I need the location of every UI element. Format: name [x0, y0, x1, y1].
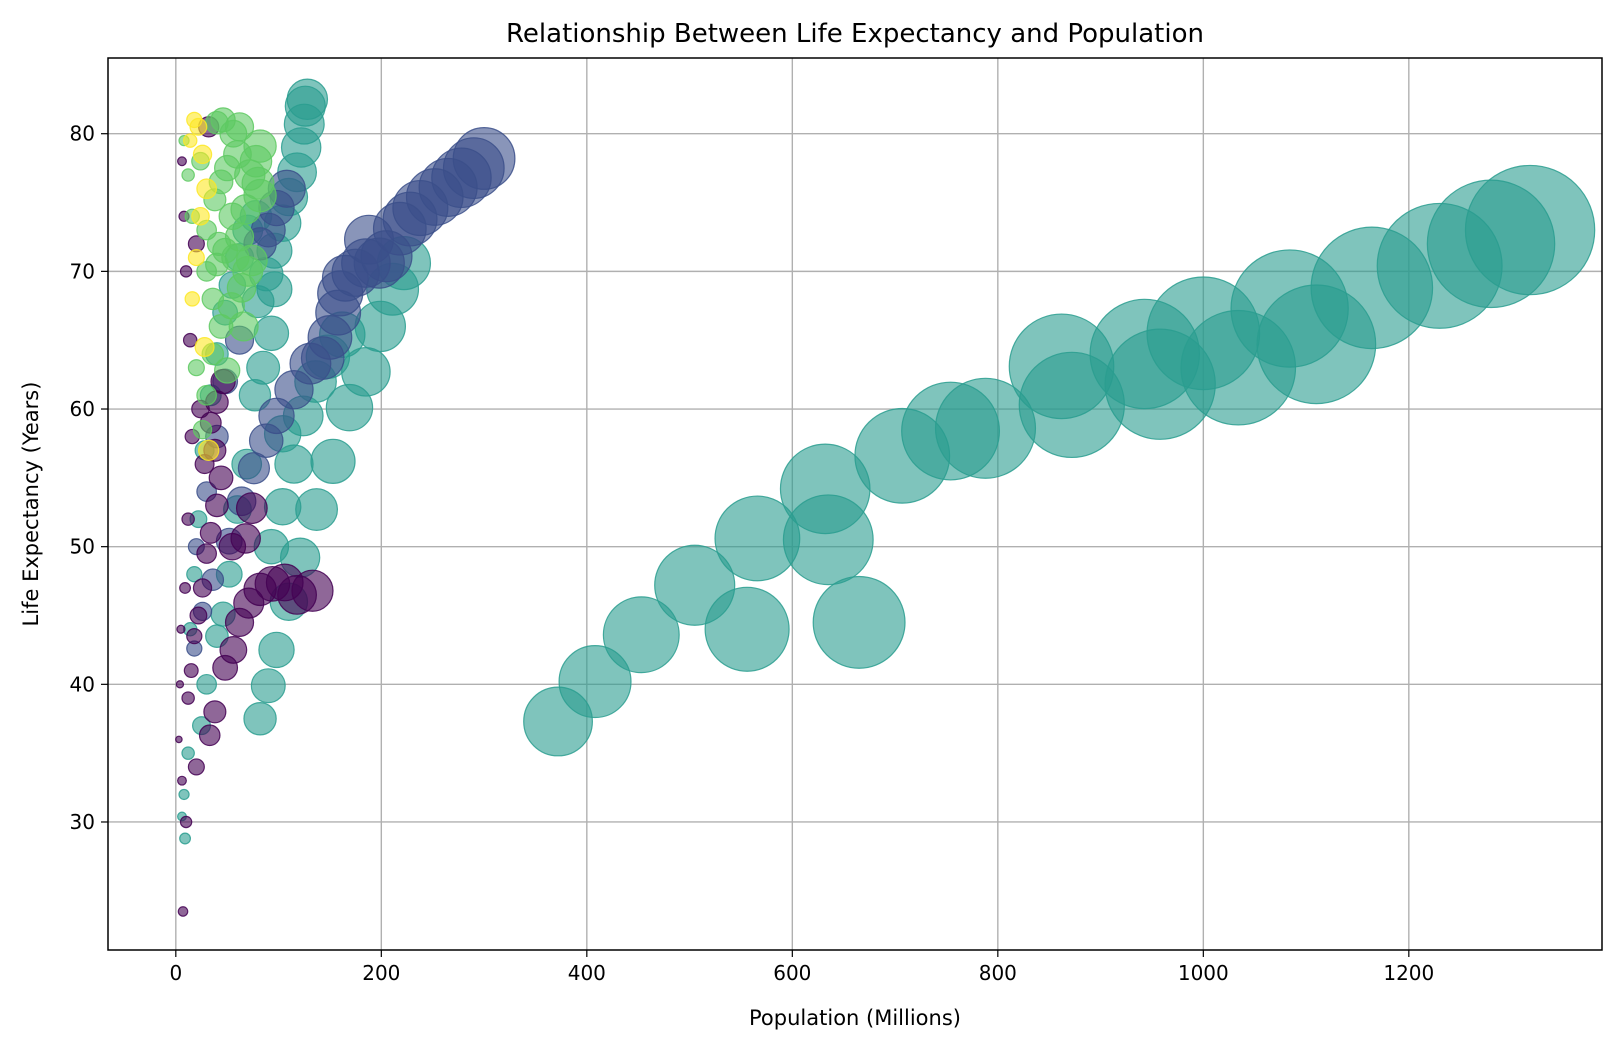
scatter-point	[208, 465, 234, 491]
scatter-point	[274, 444, 314, 484]
x-tick-label: 400	[568, 961, 606, 985]
scatter-point	[256, 271, 293, 308]
scatter-point	[258, 631, 295, 669]
scatter-point	[186, 627, 203, 645]
scatter-point	[198, 724, 221, 747]
scatter-point	[812, 575, 906, 669]
data-points	[175, 78, 1596, 917]
y-tick-label: 60	[70, 397, 95, 421]
scatter-point	[206, 231, 232, 256]
x-tick-label: 0	[169, 961, 182, 985]
scatter-point	[310, 438, 356, 484]
axis-ticks: 0 200 400 600 800 1000 1200 30 40 50 60 70 80	[70, 122, 1435, 985]
x-tick-label: 1200	[1383, 961, 1434, 985]
scatter-point	[228, 311, 259, 342]
scatter-point	[177, 906, 189, 917]
scatter-point	[218, 532, 247, 561]
scatter-point	[176, 624, 186, 634]
scatter-series	[182, 111, 220, 461]
scatter-point	[182, 133, 198, 148]
scatter-point	[184, 291, 200, 307]
scatter-point	[253, 315, 290, 352]
scatter-point	[782, 494, 874, 586]
scatter-point	[196, 261, 217, 282]
scatter-point	[177, 156, 187, 167]
scatter-point	[237, 452, 271, 485]
scatter-point	[179, 832, 192, 845]
scatter-point	[212, 654, 239, 681]
scatter-point	[181, 168, 195, 182]
x-tick-label: 200	[362, 961, 400, 985]
y-tick-label: 80	[70, 122, 95, 146]
scatter-point	[203, 700, 227, 724]
scatter-point	[224, 607, 255, 637]
scatter-point	[1464, 164, 1596, 296]
scatter-point	[198, 439, 220, 461]
x-tick-label: 600	[773, 961, 811, 985]
scatter-point	[178, 788, 190, 801]
x-tick-label: 1000	[1178, 961, 1229, 985]
scatter-point	[189, 606, 208, 625]
scatter-point	[189, 117, 208, 136]
scatter-point	[192, 578, 213, 598]
scatter-point	[602, 596, 680, 674]
scatter-point	[274, 370, 314, 410]
scatter-point	[205, 493, 229, 518]
scatter-point	[175, 735, 183, 744]
scatter-point	[181, 746, 195, 760]
scatter-point	[181, 691, 195, 705]
scatter-point	[192, 419, 213, 440]
y-axis-title: Life Expectancy (Years)	[19, 382, 43, 627]
scatter-point	[187, 249, 205, 267]
scatter-point	[191, 206, 210, 226]
scatter-point	[196, 384, 217, 406]
scatter-point	[263, 488, 302, 526]
chart-title: Relationship Between Life Expectancy and…	[506, 19, 1204, 49]
x-axis-title: Population (Millions)	[749, 1006, 961, 1030]
scatter-point	[235, 492, 268, 525]
scatter-point	[179, 815, 193, 829]
y-tick-label: 70	[70, 259, 95, 283]
x-tick-label: 800	[979, 961, 1017, 985]
scatter-point	[250, 668, 286, 704]
scatter-point	[177, 775, 187, 786]
scatter-point	[201, 287, 225, 311]
scatter-point	[196, 673, 217, 695]
y-tick-label: 30	[70, 810, 95, 834]
scatter-point	[205, 110, 229, 135]
scatter-point	[243, 702, 277, 736]
scatter-point	[246, 350, 281, 385]
scatter-point	[187, 359, 205, 377]
scatter-point	[182, 332, 198, 348]
scatter-point	[295, 488, 339, 531]
scatter-point	[230, 194, 261, 225]
y-tick-label: 50	[70, 535, 95, 559]
scatter-point	[235, 244, 268, 277]
scatter-point	[196, 543, 217, 564]
scatter-point	[187, 758, 205, 776]
scatter-point	[558, 645, 632, 719]
scatter-point	[179, 265, 193, 278]
scatter-point	[179, 582, 192, 594]
scatter-point	[192, 144, 213, 165]
scatter-point	[196, 178, 217, 200]
scatter-point	[704, 586, 790, 672]
scatter-point	[248, 423, 284, 458]
scatter-point	[183, 663, 199, 679]
scatter-point	[214, 357, 241, 384]
scatter-point	[194, 337, 215, 358]
scatter-point	[175, 680, 185, 689]
scatter-point	[238, 379, 272, 412]
scatter-point	[199, 521, 222, 544]
y-tick-label: 40	[70, 672, 95, 696]
scatter-point	[186, 566, 203, 583]
plot-frame	[107, 57, 1603, 951]
scatter-point	[181, 512, 195, 526]
scatter-point	[234, 159, 266, 191]
